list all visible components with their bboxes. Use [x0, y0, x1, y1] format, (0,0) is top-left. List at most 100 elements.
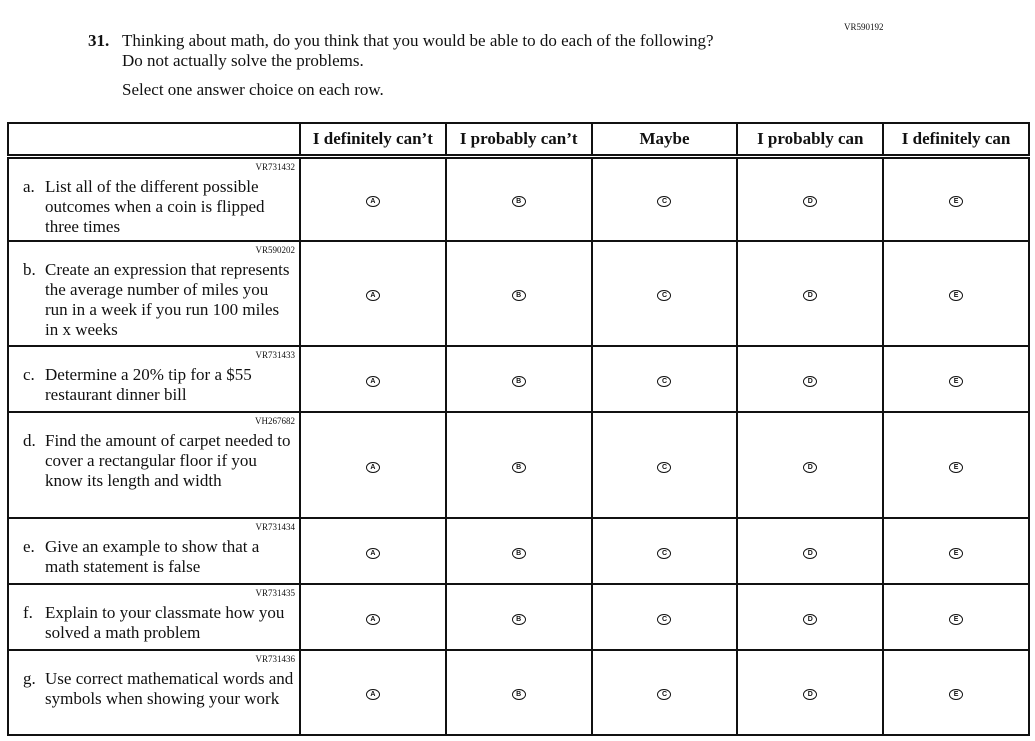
- item-letter: c.: [23, 364, 35, 384]
- option-cell[interactable]: D: [736, 155, 885, 242]
- option-cell[interactable]: D: [736, 648, 885, 736]
- radio-bubble-b[interactable]: B: [511, 461, 526, 473]
- radio-bubble-e[interactable]: E: [949, 547, 964, 559]
- radio-bubble-a[interactable]: A: [365, 613, 380, 625]
- option-cell[interactable]: A: [299, 648, 447, 736]
- column-header: I definitely can’t: [299, 122, 447, 159]
- radio-bubble-e[interactable]: E: [949, 290, 964, 301]
- option-cell[interactable]: C: [590, 582, 739, 651]
- item-letter: f.: [23, 602, 33, 622]
- radio-bubble-b[interactable]: B: [511, 547, 526, 559]
- option-cell[interactable]: A: [299, 155, 447, 242]
- radio-bubble-a[interactable]: A: [365, 689, 380, 700]
- radio-bubble-c[interactable]: C: [657, 461, 672, 473]
- item-row: VR731434 e. Give an example to show that…: [7, 516, 1030, 585]
- item-cell: VH267682 d. Find the amount of carpet ne…: [7, 410, 301, 519]
- option-cell[interactable]: D: [736, 410, 885, 519]
- item-code: VR731434: [255, 521, 295, 532]
- option-cell[interactable]: B: [444, 344, 593, 413]
- option-cell[interactable]: B: [444, 155, 593, 242]
- radio-bubble-d[interactable]: D: [803, 461, 818, 473]
- option-cell[interactable]: C: [590, 239, 739, 347]
- item-row: VR731436 g. Use correct mathematical wor…: [7, 648, 1030, 736]
- option-cell[interactable]: C: [590, 410, 739, 519]
- radio-bubble-c[interactable]: C: [657, 196, 672, 208]
- radio-bubble-c[interactable]: C: [657, 689, 672, 700]
- header-blank: [7, 122, 301, 159]
- option-cell[interactable]: D: [736, 344, 885, 413]
- option-cell[interactable]: B: [444, 648, 593, 736]
- option-cell[interactable]: A: [299, 344, 447, 413]
- question-text: Thinking about math, do you think that y…: [122, 31, 714, 71]
- radio-bubble-e[interactable]: E: [949, 613, 964, 625]
- column-header: I definitely can: [882, 122, 1030, 159]
- option-cell[interactable]: C: [590, 648, 739, 736]
- radio-bubble-b[interactable]: B: [511, 196, 526, 208]
- option-cell[interactable]: E: [882, 410, 1030, 519]
- question-number: 31.: [88, 31, 110, 50]
- item-text: Find the amount of carpet needed to cove…: [45, 430, 291, 490]
- response-grid: I definitely can’t I probably can’t Maybe I…: [7, 122, 1030, 736]
- instruction: Select one answer choice on each row.: [122, 80, 384, 99]
- radio-bubble-b[interactable]: B: [511, 290, 526, 301]
- radio-bubble-a[interactable]: A: [365, 196, 380, 208]
- radio-bubble-c[interactable]: C: [657, 613, 672, 625]
- option-cell[interactable]: E: [882, 239, 1030, 347]
- column-header: I probably can’t: [444, 122, 593, 159]
- option-cell[interactable]: B: [444, 516, 593, 585]
- option-cell[interactable]: D: [736, 239, 885, 347]
- question-text-line1: Thinking about math, do you think that y…: [122, 31, 714, 50]
- radio-bubble-a[interactable]: A: [365, 375, 380, 387]
- option-cell[interactable]: E: [882, 648, 1030, 736]
- question-text-line2: Do not actually solve the problems.: [122, 51, 364, 70]
- radio-bubble-b[interactable]: B: [511, 375, 526, 387]
- option-cell[interactable]: C: [590, 516, 739, 585]
- option-cell[interactable]: E: [882, 344, 1030, 413]
- item-row: VR731435 f. Explain to your classmate ho…: [7, 582, 1030, 651]
- radio-bubble-d[interactable]: D: [803, 547, 818, 559]
- radio-bubble-c[interactable]: C: [657, 290, 672, 301]
- item-code: VR731436: [255, 653, 295, 664]
- radio-bubble-e[interactable]: E: [949, 196, 964, 208]
- item-cell: VR590202 b. Create an expression that re…: [7, 239, 301, 347]
- item-code: VR731435: [255, 587, 295, 598]
- option-cell[interactable]: E: [882, 516, 1030, 585]
- radio-bubble-a[interactable]: A: [365, 461, 380, 473]
- radio-bubble-d[interactable]: D: [803, 689, 818, 700]
- radio-bubble-d[interactable]: D: [803, 613, 818, 625]
- option-cell[interactable]: A: [299, 410, 447, 519]
- option-cell[interactable]: C: [590, 155, 739, 242]
- option-cell[interactable]: B: [444, 410, 593, 519]
- option-cell[interactable]: E: [882, 582, 1030, 651]
- radio-bubble-d[interactable]: D: [803, 375, 818, 387]
- option-cell[interactable]: D: [736, 582, 885, 651]
- option-cell[interactable]: A: [299, 239, 447, 347]
- item-letter: g.: [23, 668, 36, 688]
- option-cell[interactable]: A: [299, 582, 447, 651]
- radio-bubble-a[interactable]: A: [365, 547, 380, 559]
- question-id-code: VR590192: [844, 22, 884, 32]
- radio-bubble-b[interactable]: B: [511, 613, 526, 625]
- item-cell: VR731433 c. Determine a 20% tip for a $5…: [7, 344, 301, 413]
- item-cell: VR731435 f. Explain to your classmate ho…: [7, 582, 301, 651]
- item-row: VR731433 c. Determine a 20% tip for a $5…: [7, 344, 1030, 413]
- radio-bubble-a[interactable]: A: [365, 290, 380, 301]
- radio-bubble-c[interactable]: C: [657, 375, 672, 387]
- option-cell[interactable]: D: [736, 516, 885, 585]
- option-cell[interactable]: A: [299, 516, 447, 585]
- radio-bubble-c[interactable]: C: [657, 547, 672, 559]
- option-cell[interactable]: B: [444, 239, 593, 347]
- option-cell[interactable]: C: [590, 344, 739, 413]
- radio-bubble-e[interactable]: E: [949, 689, 964, 700]
- option-cell[interactable]: B: [444, 582, 593, 651]
- option-cell[interactable]: E: [882, 155, 1030, 242]
- radio-bubble-e[interactable]: E: [949, 375, 964, 387]
- radio-bubble-d[interactable]: D: [803, 196, 818, 208]
- item-row: VH267682 d. Find the amount of carpet ne…: [7, 410, 1030, 519]
- item-text: List all of the different possible outco…: [45, 177, 265, 236]
- radio-bubble-b[interactable]: B: [511, 689, 526, 700]
- radio-bubble-d[interactable]: D: [803, 290, 818, 301]
- radio-bubble-e[interactable]: E: [949, 461, 964, 473]
- item-cell: VR731432 a. List all of the different po…: [7, 155, 301, 242]
- column-header: Maybe: [590, 122, 739, 159]
